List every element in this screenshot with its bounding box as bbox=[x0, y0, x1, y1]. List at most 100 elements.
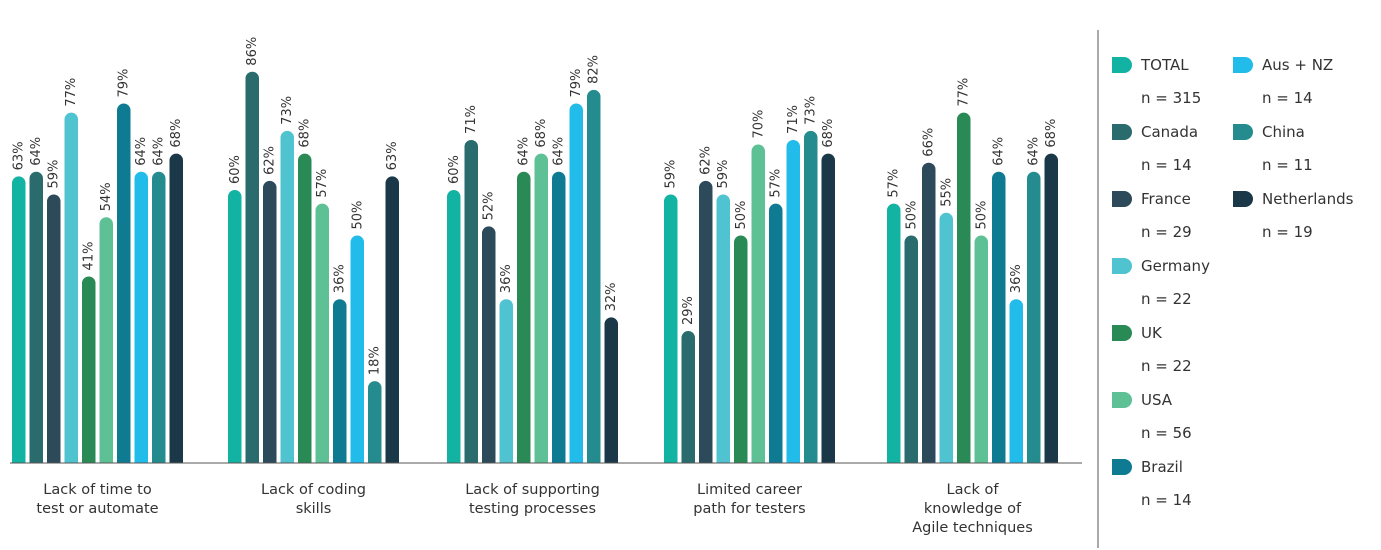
bar-total-cat-0 bbox=[12, 176, 26, 463]
bar-uk-cat-3 bbox=[734, 235, 748, 463]
value-label: 63% bbox=[12, 141, 27, 170]
legend-label: Brazil bbox=[1141, 458, 1183, 476]
value-label: 59% bbox=[47, 160, 62, 189]
value-label: 50% bbox=[350, 201, 365, 230]
value-label: 64% bbox=[1027, 137, 1042, 166]
bar-usa-cat-1 bbox=[315, 203, 329, 463]
bar-canada-cat-0 bbox=[29, 171, 43, 464]
bar-germany-cat-3 bbox=[716, 194, 730, 464]
bar-brazil-cat-4 bbox=[992, 171, 1006, 464]
value-label: 32% bbox=[604, 282, 619, 311]
value-label: 59% bbox=[664, 160, 679, 189]
value-labels-layer: 63% 60% 60% 59% 57%64%86%71%29%50%59% 62%52%6… bbox=[12, 37, 1060, 375]
bar-china-cat-3 bbox=[804, 130, 818, 463]
value-label: 50% bbox=[974, 201, 989, 230]
legend-swatch bbox=[1233, 124, 1253, 140]
value-label: 60% bbox=[228, 155, 243, 184]
category-label: testing processes bbox=[469, 501, 596, 517]
value-label: 54% bbox=[99, 182, 114, 211]
legend-label: USA bbox=[1141, 391, 1173, 409]
value-label: 64% bbox=[552, 137, 567, 166]
bar-brazil-cat-3 bbox=[769, 203, 783, 463]
bar-canada-cat-4 bbox=[904, 235, 918, 463]
bar-uk-cat-0 bbox=[82, 276, 96, 463]
legend-sample-size: n = 56 bbox=[1141, 424, 1192, 442]
bar-aus-nz-cat-3 bbox=[786, 139, 800, 463]
legend-swatch bbox=[1112, 258, 1132, 274]
legend-sample-size: n = 22 bbox=[1141, 290, 1192, 308]
category-label: Lack of bbox=[947, 482, 1000, 498]
legend-swatch bbox=[1112, 57, 1132, 73]
legend-label: Germany bbox=[1141, 257, 1210, 275]
bar-germany-cat-4 bbox=[939, 212, 953, 463]
category-label: Lack of time to bbox=[43, 482, 152, 498]
bar-total-cat-1 bbox=[228, 190, 242, 463]
bar-netherlands-cat-1 bbox=[385, 176, 399, 463]
value-label: 77% bbox=[64, 78, 79, 107]
legend-sample-size: n = 14 bbox=[1141, 156, 1192, 174]
category-label: path for testers bbox=[693, 501, 805, 517]
bar-france-cat-4 bbox=[922, 162, 936, 463]
category-label: Limited career bbox=[697, 482, 802, 498]
value-label: 77% bbox=[957, 78, 972, 107]
bars-layer bbox=[12, 71, 1058, 464]
bar-brazil-cat-1 bbox=[333, 299, 347, 463]
bar-brazil-cat-0 bbox=[117, 103, 131, 463]
value-label: 64% bbox=[134, 137, 149, 166]
legend-sample-size: n = 29 bbox=[1141, 223, 1192, 241]
bar-netherlands-cat-2 bbox=[604, 317, 618, 463]
value-label: 36% bbox=[499, 264, 514, 293]
legend-swatch bbox=[1112, 191, 1132, 207]
bar-france-cat-0 bbox=[47, 194, 61, 464]
value-label: 73% bbox=[280, 96, 295, 125]
bar-aus-nz-cat-2 bbox=[569, 103, 583, 463]
bar-aus-nz-cat-1 bbox=[350, 235, 364, 463]
bar-france-cat-3 bbox=[699, 180, 713, 463]
bar-usa-cat-0 bbox=[99, 217, 113, 463]
value-label: 71% bbox=[464, 105, 479, 134]
legend-sample-size: n = 19 bbox=[1262, 223, 1313, 241]
bar-germany-cat-0 bbox=[64, 112, 78, 463]
value-label: 71% bbox=[786, 105, 801, 134]
value-label: 68% bbox=[1044, 119, 1059, 148]
bar-france-cat-2 bbox=[482, 226, 496, 463]
bar-usa-cat-3 bbox=[751, 144, 765, 463]
value-label: 64% bbox=[152, 137, 167, 166]
value-label: 64% bbox=[992, 137, 1007, 166]
category-label: knowledge of bbox=[924, 501, 1022, 517]
value-label: 68% bbox=[169, 119, 184, 148]
category-label: Lack of coding bbox=[261, 482, 366, 498]
bar-uk-cat-1 bbox=[298, 153, 312, 463]
value-label: 57% bbox=[887, 169, 902, 198]
value-label: 36% bbox=[1009, 264, 1024, 293]
value-label: 63% bbox=[385, 141, 400, 170]
value-label: 55% bbox=[939, 178, 954, 207]
value-label: 36% bbox=[333, 264, 348, 293]
bar-aus-nz-cat-0 bbox=[134, 171, 148, 464]
value-label: 64% bbox=[29, 137, 44, 166]
value-label: 68% bbox=[534, 119, 549, 148]
legend-sample-size: n = 11 bbox=[1262, 156, 1313, 174]
value-label: 18% bbox=[368, 346, 383, 375]
bar-china-cat-4 bbox=[1027, 171, 1041, 464]
value-label: 82% bbox=[587, 55, 602, 84]
value-label: 68% bbox=[298, 119, 313, 148]
bar-total-cat-4 bbox=[887, 203, 901, 463]
bar-uk-cat-2 bbox=[517, 171, 531, 464]
legend-label: TOTAL bbox=[1140, 56, 1189, 74]
bar-aus-nz-cat-4 bbox=[1009, 299, 1023, 463]
value-label: 50% bbox=[904, 201, 919, 230]
value-label: 52% bbox=[482, 191, 497, 220]
bar-canada-cat-3 bbox=[681, 331, 695, 463]
legend-swatch bbox=[1112, 459, 1132, 475]
value-label: 64% bbox=[517, 137, 532, 166]
legend-swatch bbox=[1112, 325, 1132, 341]
legend-label: Canada bbox=[1141, 123, 1198, 141]
value-label: 62% bbox=[263, 146, 278, 175]
bar-netherlands-cat-3 bbox=[821, 153, 835, 463]
value-label: 50% bbox=[734, 201, 749, 230]
value-label: 41% bbox=[82, 242, 97, 271]
legend-sample-size: n = 315 bbox=[1141, 89, 1201, 107]
bar-uk-cat-4 bbox=[957, 112, 971, 463]
